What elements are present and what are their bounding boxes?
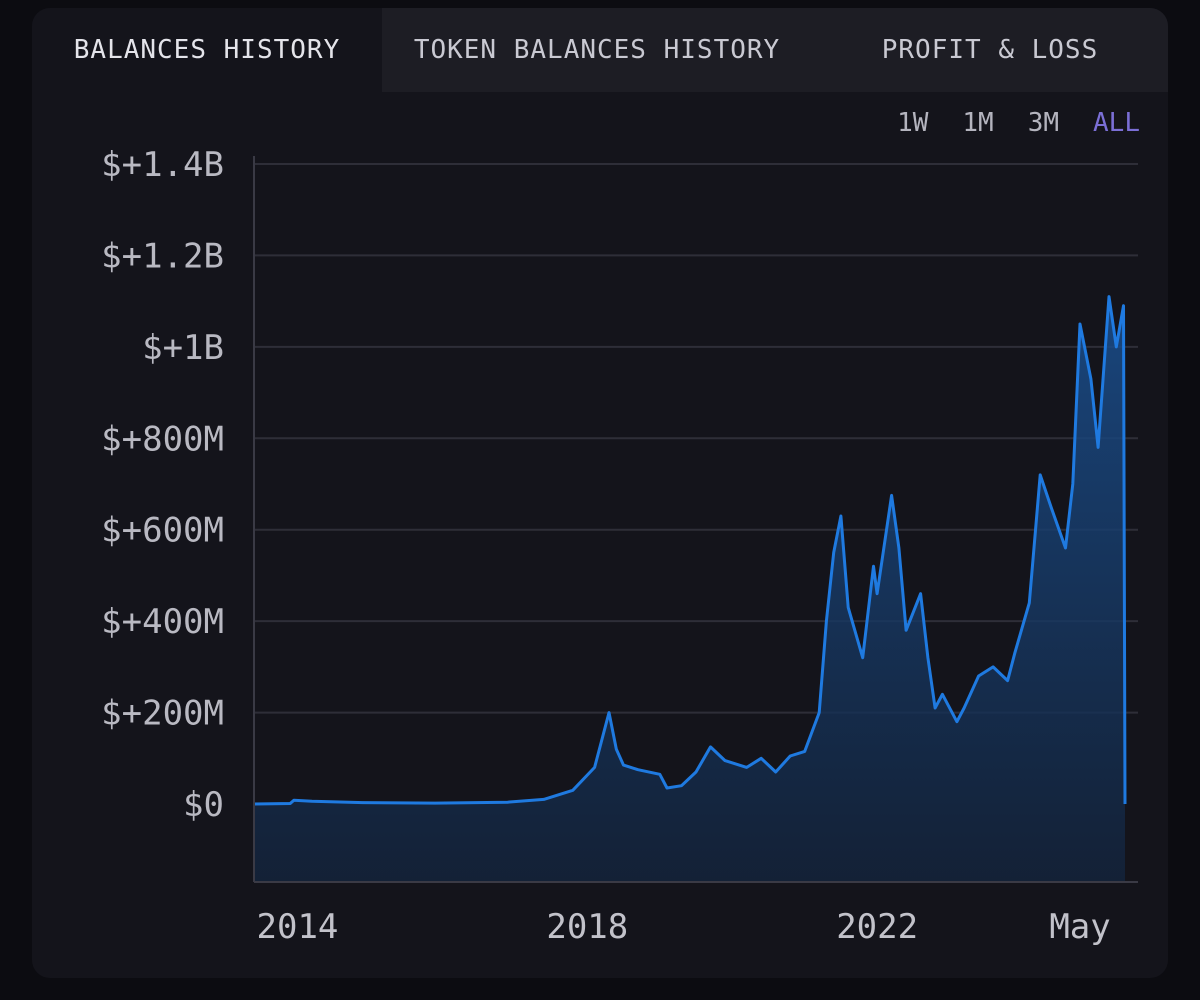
balance-chart: $+1.4B $+1.2B $+1B $+800M $+600M $+400M $+200M… — [101, 145, 1138, 947]
area-series — [253, 295, 1127, 883]
x-tick-label: May — [1049, 907, 1110, 947]
grid-lines — [254, 163, 1138, 714]
axes — [253, 156, 1138, 883]
y-tick-label: $0 — [183, 785, 224, 825]
x-tick-label: 2018 — [546, 907, 628, 947]
range-3m-button[interactable]: 3M — [1027, 108, 1060, 138]
range-1w-button[interactable]: 1W — [897, 108, 929, 138]
y-tick-label: $+800M — [101, 419, 224, 459]
balance-line — [253, 295, 1127, 806]
range-all-button[interactable]: ALL — [1093, 108, 1140, 138]
area-fill — [254, 296, 1125, 883]
y-tick-label: $+1.2B — [101, 236, 224, 276]
range-1m-button[interactable]: 1M — [962, 108, 994, 138]
tab-profit-loss[interactable]: PROFIT & LOSS — [812, 8, 1168, 92]
x-axis-labels: 2014 2018 2022 May — [257, 907, 1111, 947]
tab-token-balances-history[interactable]: TOKEN BALANCES HISTORY — [382, 8, 812, 92]
tab-balances-history[interactable]: BALANCES HISTORY — [32, 8, 382, 92]
x-tick-label: 2014 — [257, 907, 339, 947]
x-tick-label: 2022 — [836, 907, 918, 947]
y-axis-labels: $+1.4B $+1.2B $+1B $+800M $+600M $+400M $+200M… — [101, 145, 224, 825]
tab-bar: BALANCES HISTORY TOKEN BALANCES HISTORY … — [32, 8, 1168, 92]
y-tick-label: $+1B — [142, 328, 224, 368]
y-tick-label: $+1.4B — [101, 145, 224, 185]
y-tick-label: $+200M — [101, 694, 224, 734]
y-tick-label: $+600M — [101, 511, 224, 551]
balances-panel: BALANCES HISTORY TOKEN BALANCES HISTORY … — [32, 8, 1168, 978]
y-tick-label: $+400M — [101, 602, 224, 642]
time-range-selector: 1W 1M 3M ALL — [897, 108, 1140, 138]
